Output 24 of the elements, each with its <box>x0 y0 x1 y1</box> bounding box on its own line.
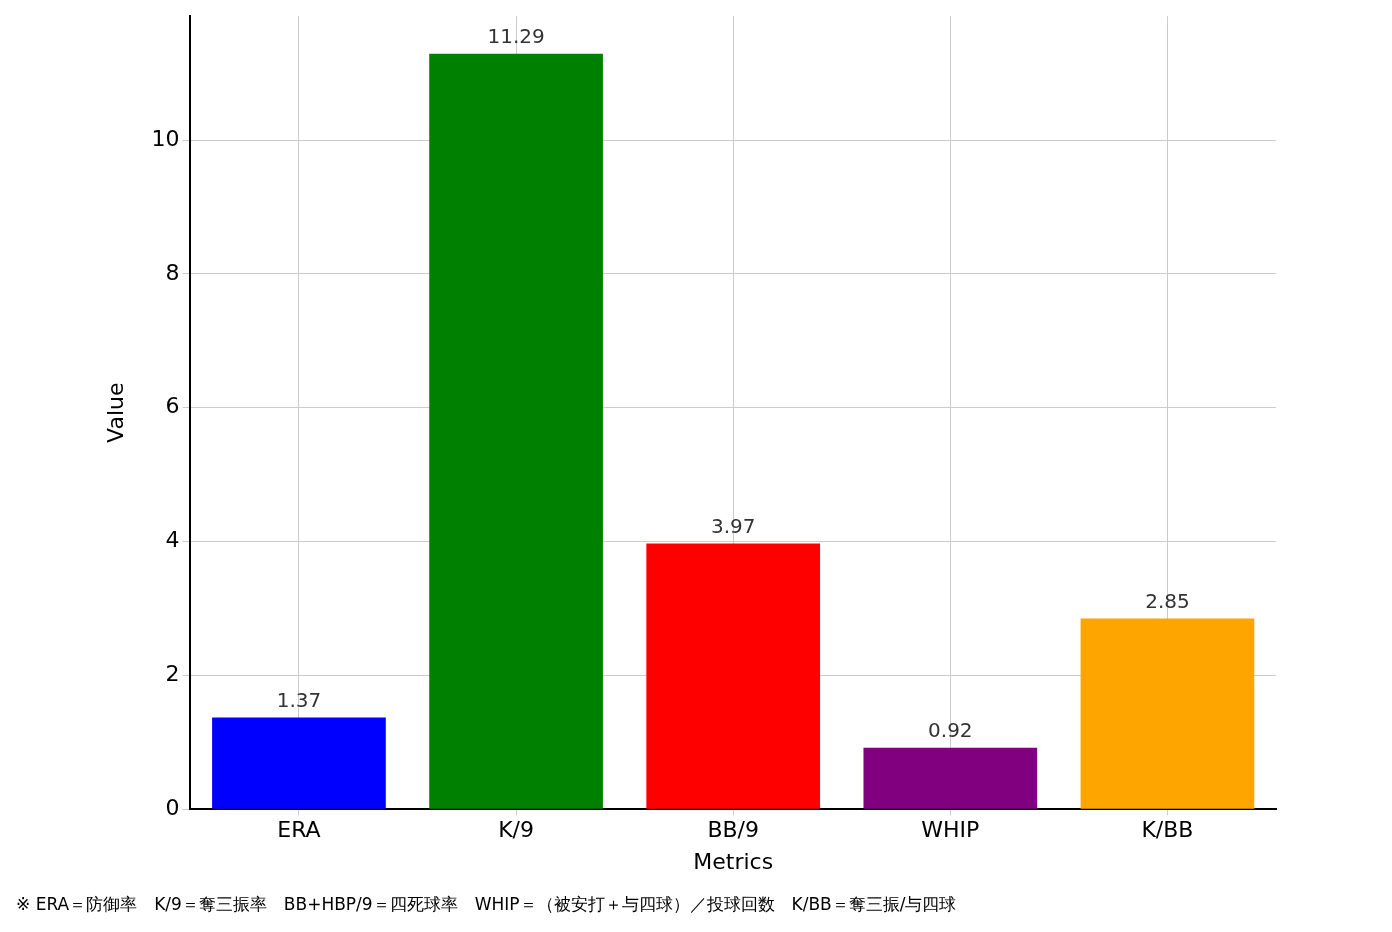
data-label: 11.29 <box>487 23 545 48</box>
bar <box>646 543 821 809</box>
x-axis-title: Metrics <box>693 848 774 874</box>
x-tick-label: ERA <box>277 817 321 843</box>
x-tick-label: K/9 <box>498 817 534 843</box>
x-tick-label: BB/9 <box>707 817 759 843</box>
x-tick-label: WHIP <box>921 817 980 843</box>
y-tick-label: 8 <box>165 259 180 285</box>
text: ※ ERA＝防御率 K/9＝奪三振率 BB+HBP/9＝四死球率 WHIP＝（被安打＋与四球）／投球回数 K/BB＝奪三振/与四球 <box>16 893 957 916</box>
data-label: 1.37 <box>276 687 322 712</box>
y-axis-title: Value <box>102 382 128 443</box>
bar <box>212 717 386 809</box>
data-label: 0.92 <box>928 717 973 742</box>
y-tick-label: 4 <box>165 527 180 553</box>
bar <box>1080 618 1255 809</box>
bar <box>863 747 1038 809</box>
y-tick-label: 6 <box>165 393 180 419</box>
data-label: 2.85 <box>1145 588 1190 613</box>
bar <box>429 53 603 809</box>
y-tick-label: 10 <box>151 125 180 151</box>
y-tick-label: 2 <box>165 661 180 687</box>
data-label: 3.97 <box>710 513 756 538</box>
y-tick-label: 0 <box>165 794 180 820</box>
x-tick-label: K/BB <box>1141 817 1194 843</box>
